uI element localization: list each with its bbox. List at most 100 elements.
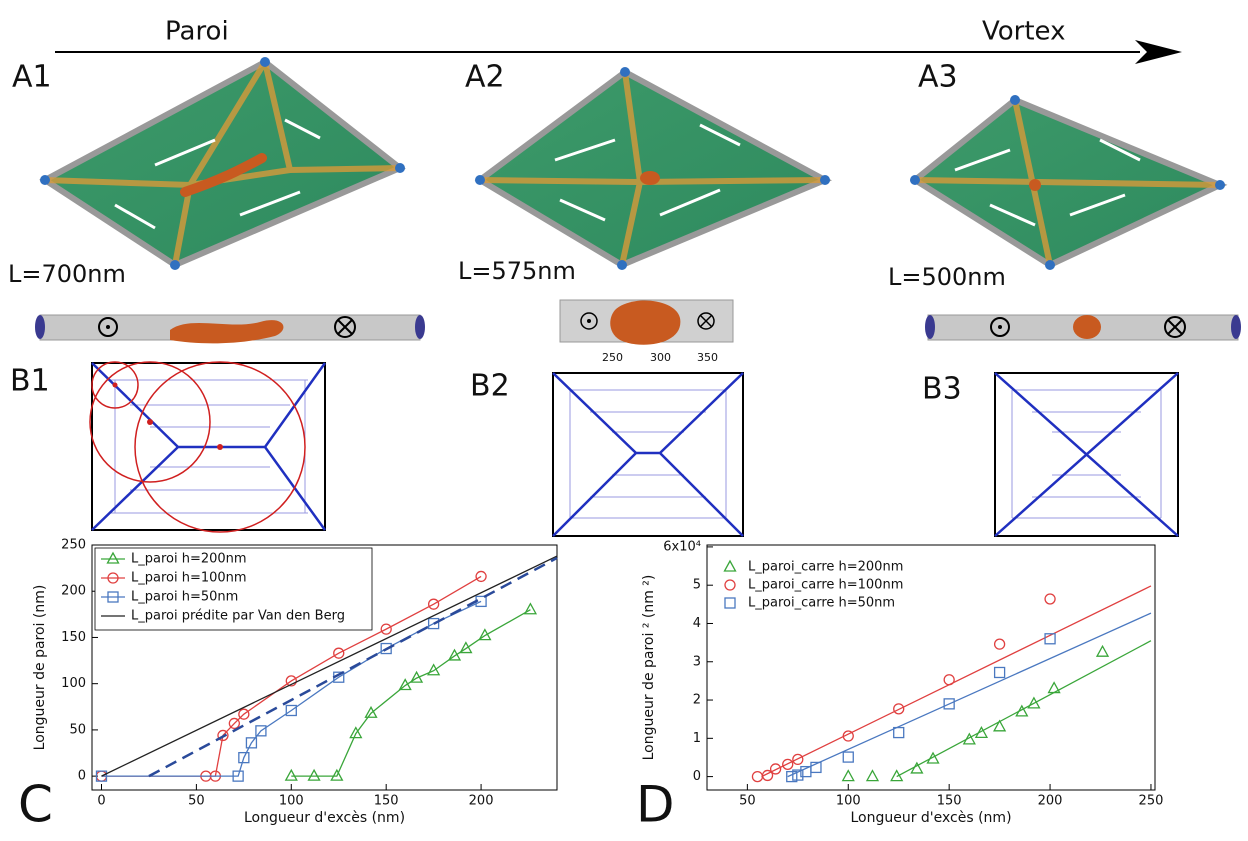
simulation-a3 (909, 95, 1228, 270)
marker (842, 730, 854, 742)
marker (810, 761, 822, 774)
y-tick-label: 200 (61, 584, 86, 599)
marker (993, 719, 1007, 732)
y-tick-label: 150 (61, 630, 86, 645)
marker (782, 758, 794, 771)
marker (1027, 696, 1041, 709)
panel-label: A3 (918, 60, 958, 95)
marker (926, 751, 940, 764)
y-tick-label: 0 (78, 769, 86, 784)
panel-label: A2 (465, 60, 505, 95)
marker (842, 751, 854, 763)
panel-label: B3 (922, 372, 962, 407)
marker (890, 769, 904, 782)
plot-frame (91, 544, 558, 791)
marker (380, 623, 392, 635)
x-tick-label: 200 (1038, 794, 1063, 809)
marker (107, 591, 119, 603)
marker (523, 602, 538, 615)
label: Paroi (165, 17, 229, 47)
y-tick-label: 5 (693, 578, 701, 593)
marker (459, 641, 473, 654)
marker (841, 769, 855, 782)
marker (974, 725, 989, 738)
marker (106, 551, 120, 564)
marker (380, 642, 392, 655)
y-tick-label: 250 (61, 538, 86, 553)
tick-label: 300 (650, 351, 671, 364)
marker (333, 647, 345, 659)
marker (285, 675, 297, 687)
arrow-head (1135, 40, 1182, 64)
marker (95, 770, 108, 782)
marker (285, 704, 297, 717)
marker (427, 663, 441, 676)
marker (307, 768, 321, 781)
tick-label: 250 (602, 351, 623, 364)
length-label: L=700nm (8, 260, 126, 288)
x-axis-label: Longueur d'excès (nm) (850, 810, 1011, 826)
x-tick-label: 100 (836, 794, 861, 809)
legend-label: L_paroi h=100nm (131, 571, 247, 586)
marker (475, 570, 487, 583)
marker (364, 705, 378, 718)
marker (792, 753, 804, 766)
legend-label: L_paroi h=50nm (131, 590, 238, 605)
y-tick-label: 0 (693, 769, 701, 784)
y-tick-label: 100 (61, 676, 86, 691)
simulation-a2 (474, 67, 832, 270)
marker (349, 726, 363, 739)
legend-label: L_paroi prédite par Van den Berg (131, 609, 345, 624)
marker (228, 717, 240, 730)
marker (238, 751, 250, 764)
length-label: L=575nm (458, 257, 576, 285)
y-axis-label: Longueur de paroi (nm) (32, 585, 48, 751)
marker (107, 572, 119, 584)
marker (769, 763, 782, 775)
tick-label: 350 (697, 351, 718, 364)
marker (217, 729, 229, 742)
y-tick-label: 1 (693, 731, 701, 746)
series-line (148, 556, 558, 778)
marker (245, 737, 258, 749)
marker (724, 579, 736, 591)
marker (993, 666, 1006, 679)
strip-b2: 250 300 350 (559, 299, 734, 364)
marker (786, 770, 798, 783)
panel-label: A1 (12, 60, 52, 95)
series-line (101, 555, 558, 777)
strip-a1 (35, 314, 425, 344)
diagram-b3 (994, 372, 1179, 537)
panel-label: B2 (470, 369, 510, 404)
legend-label: L_paroi h=200nm (131, 552, 247, 567)
plot-frame (706, 544, 1156, 791)
length-label: L=500nm (888, 263, 1006, 291)
marker (255, 725, 267, 737)
marker (427, 617, 440, 630)
x-tick-label: 150 (374, 794, 399, 809)
y-tick-label: 4 (693, 616, 701, 631)
diagram-b2 (552, 372, 744, 537)
marker (792, 769, 804, 781)
marker (993, 638, 1006, 650)
marker (761, 769, 774, 782)
fit-line (761, 585, 1152, 778)
series-line (291, 609, 531, 777)
panel-label: D (636, 776, 675, 834)
marker (724, 597, 736, 609)
x-tick-label: 200 (469, 794, 494, 809)
label: Vortex (982, 17, 1065, 47)
legend-label: L_paroi_carre h=100nm (748, 578, 903, 593)
y-tick-label: 3 (693, 654, 701, 669)
marker (238, 708, 250, 720)
marker (398, 678, 412, 691)
marker (478, 628, 492, 641)
marker (284, 768, 298, 781)
x-tick-label: 50 (188, 794, 205, 809)
marker (893, 703, 905, 715)
marker (943, 674, 955, 686)
marker (1044, 633, 1056, 645)
marker (427, 598, 440, 610)
strip-a3 (925, 314, 1241, 341)
